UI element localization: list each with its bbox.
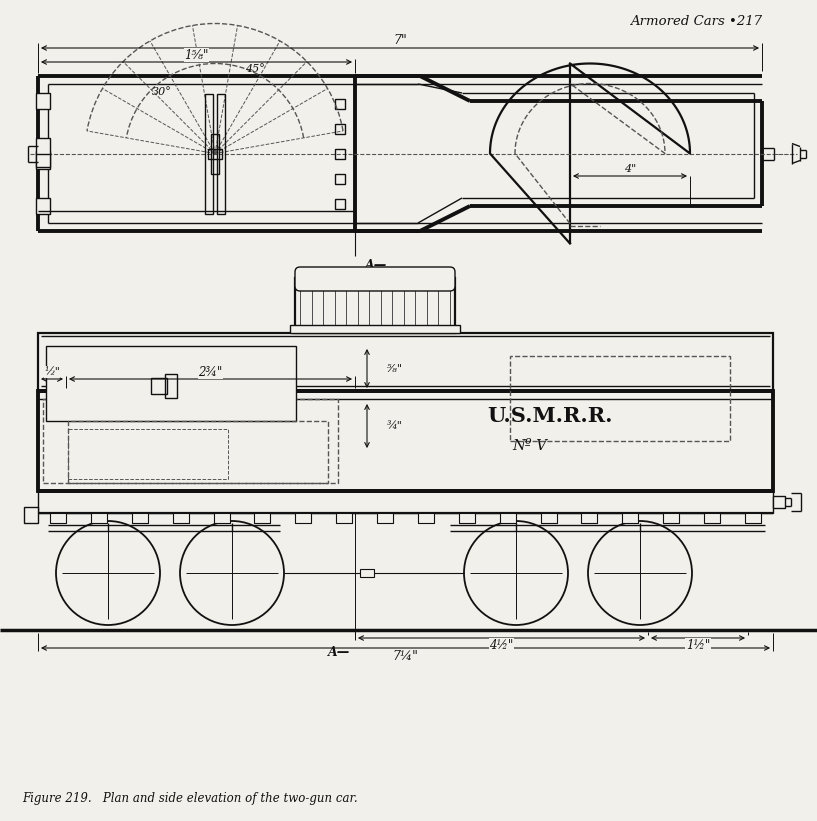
Bar <box>295 513 311 523</box>
Text: A—: A— <box>365 259 387 272</box>
Text: 4½": 4½" <box>489 639 514 652</box>
Text: U.S.M.R.R.: U.S.M.R.R. <box>487 406 613 426</box>
Bar <box>335 173 345 184</box>
Text: Nº V: Nº V <box>512 439 547 453</box>
Bar <box>24 507 38 523</box>
Bar <box>46 346 296 421</box>
Text: 30°: 30° <box>152 86 172 97</box>
Bar <box>36 198 50 214</box>
Bar <box>336 513 352 523</box>
Bar <box>91 513 107 523</box>
Bar <box>36 93 50 109</box>
Text: ¾": ¾" <box>387 421 403 431</box>
Bar <box>290 325 460 333</box>
Bar <box>663 513 679 523</box>
Bar <box>213 513 230 523</box>
Text: 7¼": 7¼" <box>392 649 418 663</box>
Bar <box>335 199 345 209</box>
Bar <box>43 399 338 483</box>
Text: ½": ½" <box>44 367 60 377</box>
Bar <box>500 513 516 523</box>
Bar <box>211 134 219 173</box>
Text: 1⁵⁄₈": 1⁵⁄₈" <box>185 48 208 62</box>
Bar <box>360 569 374 577</box>
Bar <box>418 513 434 523</box>
Bar <box>335 123 345 134</box>
Bar <box>704 513 720 523</box>
FancyBboxPatch shape <box>295 267 455 291</box>
Bar <box>295 278 455 333</box>
Bar <box>459 513 475 523</box>
Bar <box>541 513 556 523</box>
Text: A—: A— <box>328 646 350 659</box>
Bar <box>335 99 345 108</box>
Text: 1½": 1½" <box>686 639 710 652</box>
Bar <box>36 138 50 154</box>
Text: Armored Cars •217: Armored Cars •217 <box>630 15 762 28</box>
Bar <box>623 513 638 523</box>
Bar <box>377 513 393 523</box>
Bar <box>132 513 148 523</box>
Bar <box>151 378 167 394</box>
Bar <box>745 513 761 523</box>
Bar <box>50 513 66 523</box>
Bar <box>36 153 50 169</box>
Text: Figure 219.   Plan and side elevation of the two-gun car.: Figure 219. Plan and side elevation of t… <box>22 792 358 805</box>
Bar <box>335 149 345 158</box>
Bar <box>172 513 189 523</box>
Bar <box>582 513 597 523</box>
Bar <box>38 333 773 391</box>
Bar <box>36 150 50 167</box>
Bar <box>68 429 228 479</box>
Bar <box>38 391 773 491</box>
Bar <box>773 496 785 508</box>
Bar <box>38 491 773 513</box>
Text: 7": 7" <box>393 34 407 47</box>
Bar <box>208 149 222 158</box>
Text: 2¾": 2¾" <box>199 365 222 378</box>
Text: 4": 4" <box>624 164 636 174</box>
Bar <box>254 513 270 523</box>
Bar <box>205 94 213 213</box>
Bar <box>510 356 730 441</box>
Text: ⁵⁄₈": ⁵⁄₈" <box>387 364 403 374</box>
Bar <box>217 94 225 213</box>
Bar <box>165 374 177 398</box>
Bar <box>68 421 328 483</box>
Text: 45°: 45° <box>245 63 265 74</box>
